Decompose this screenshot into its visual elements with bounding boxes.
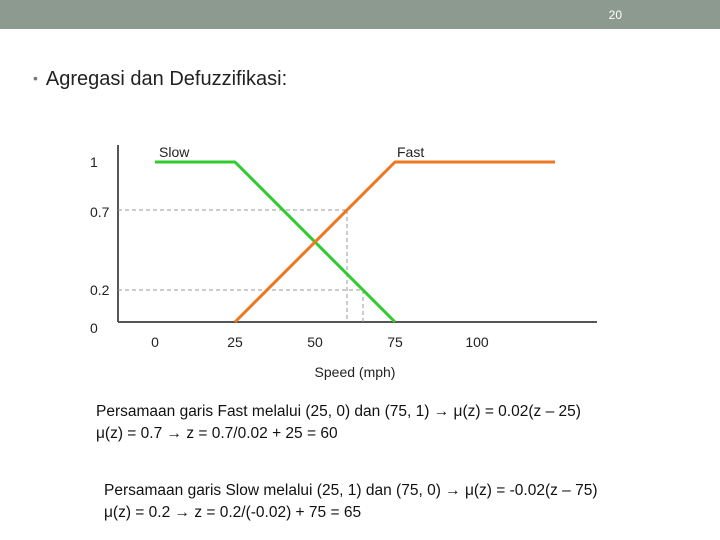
y-tick-label: 0.2 — [90, 282, 110, 298]
x-tick-label: 50 — [307, 334, 323, 350]
top-bar: 20 — [0, 0, 720, 29]
heading-text: Agregasi dan Defuzzifikasi: — [45, 68, 288, 90]
x-tick-label: 25 — [227, 334, 243, 350]
x-tick-label: 75 — [387, 334, 403, 350]
x-axis-label: Speed (mph) — [315, 364, 396, 380]
slow-equation-line: Persamaan garis Slow melalui (25, 1) dan… — [104, 482, 598, 499]
slow-equation-block: Persamaan garis Slow melalui (25, 1) dan… — [104, 480, 598, 524]
x-tick-label: 0 — [151, 334, 159, 350]
bullet-icon: • — [33, 70, 38, 86]
fast-equation-block: Persamaan garis Fast melalui (25, 0) dan… — [96, 401, 581, 445]
series-line-slow — [155, 160, 397, 324]
fast-equation-line: Persamaan garis Fast melalui (25, 0) dan… — [96, 403, 581, 420]
y-tick-label: 1 — [90, 154, 98, 170]
slow-solution-line: μ(z) = 0.2 → z = 0.2/(-0.02) + 75 = 65 — [104, 504, 362, 521]
series-line-fast — [233, 160, 555, 324]
x-tick-label: 100 — [465, 334, 489, 350]
slide-heading: • Agregasi dan Defuzzifikasi: — [33, 68, 287, 91]
slide-number: 20 — [608, 8, 622, 22]
y-tick-label: 0 — [90, 320, 98, 336]
series-label-slow: Slow — [159, 144, 190, 160]
y-tick-label: 0.7 — [90, 204, 110, 220]
series-label-fast: Fast — [397, 144, 424, 160]
fast-solution-line: μ(z) = 0.7 → z = 0.7/0.02 + 25 = 60 — [96, 425, 338, 442]
